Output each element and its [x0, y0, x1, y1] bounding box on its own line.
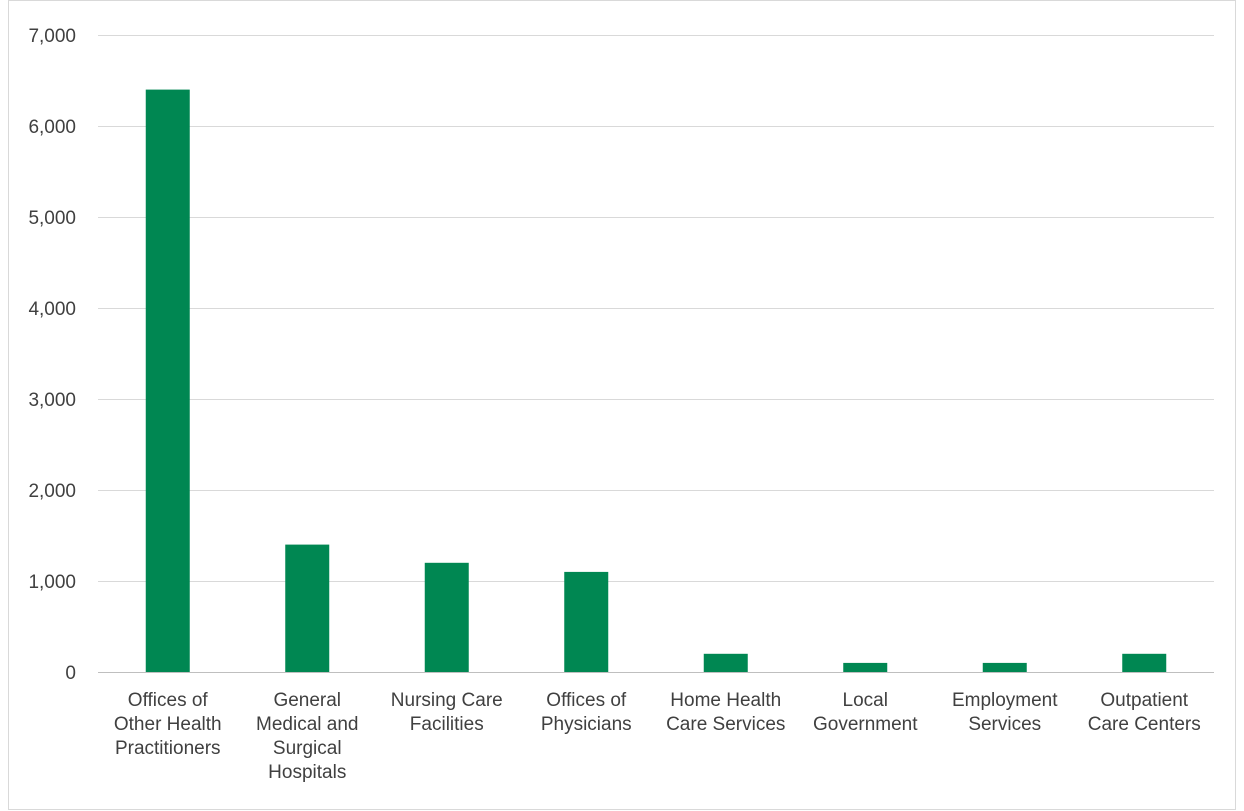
x-tick-label: Offices of Physicians	[541, 690, 632, 735]
bar	[843, 662, 888, 672]
bar	[145, 89, 190, 673]
bar	[1122, 653, 1167, 672]
x-tick-label: Home Health Care Services	[666, 690, 785, 735]
bar	[285, 544, 330, 672]
gridlines	[98, 35, 1214, 673]
y-tick-label: 6,000	[28, 117, 76, 138]
bar	[703, 653, 748, 672]
y-axis-tick-labels: 0 1,000 2,000 3,000 4,000 5,000 6,000 7,000	[28, 26, 76, 684]
x-tick-label: Outpatient Care Centers	[1088, 690, 1201, 735]
bar	[564, 571, 609, 672]
x-tick-label: Employment Services	[952, 690, 1058, 735]
x-tick-label: Offices of Other Health Practitioners	[114, 690, 222, 759]
y-tick-label: 3,000	[28, 390, 76, 411]
y-tick-label: 5,000	[28, 208, 76, 229]
x-tick-label: General Medical and Surgical Hospitals	[256, 690, 358, 783]
y-tick-label: 2,000	[28, 481, 76, 502]
x-tick-label: Local Government	[813, 690, 918, 735]
y-tick-label: 0	[65, 663, 76, 684]
y-tick-label: 7,000	[28, 26, 76, 47]
chart-frame	[8, 0, 1236, 810]
y-tick-label: 4,000	[28, 299, 76, 320]
y-tick-label: 1,000	[28, 572, 76, 593]
bar	[424, 562, 469, 672]
bar	[982, 662, 1027, 672]
x-tick-label: Nursing Care Facilities	[391, 690, 503, 735]
bars	[145, 89, 1167, 673]
x-axis-tick-labels: Offices of Other Health Practitioners Gener…	[114, 690, 1201, 783]
